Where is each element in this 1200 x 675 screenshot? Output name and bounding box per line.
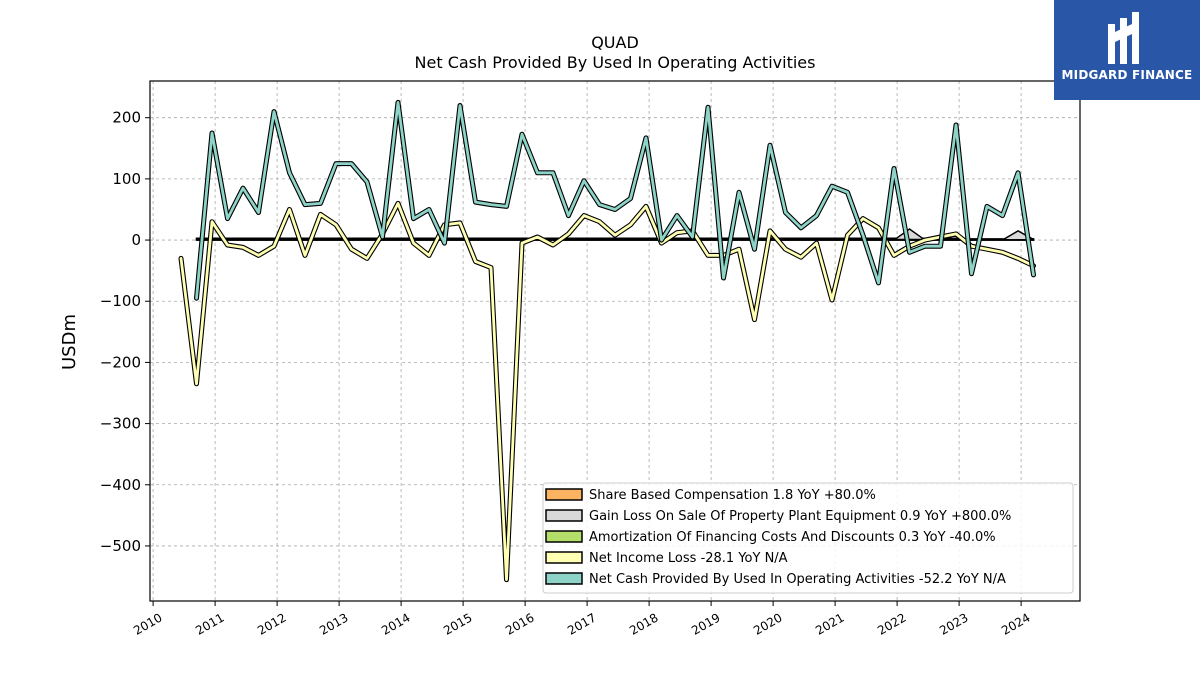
x-tick-label: 2017: [565, 610, 598, 637]
y-tick-label: 0: [131, 231, 141, 249]
y-tick-label: 200: [112, 109, 141, 127]
plot-frame: [149, 80, 1081, 602]
logo-text: MIDGARD FINANCE: [1061, 68, 1193, 82]
legend-swatch: [545, 530, 583, 543]
y-tick-label: −300: [100, 415, 141, 433]
x-axis-ticks: 2010 2011 2012 2013 2014 2015 2016 2017 2018 2019…: [131, 601, 1033, 638]
y-tick-label: 100: [112, 170, 141, 188]
x-tick-label: 2014: [379, 610, 412, 637]
y-tick-label: −500: [100, 537, 141, 555]
x-tick-label: 2018: [627, 610, 660, 637]
legend-box: [542, 482, 1074, 594]
series-line: [179, 201, 1035, 581]
series-lines: [178, 99, 1036, 583]
x-tick-label: 2010: [131, 610, 164, 637]
y-tick-label: −400: [100, 476, 141, 494]
x-tick-label: 2023: [937, 610, 970, 637]
legend-label: Gain Loss On Sale Of Property Plant Equi…: [589, 509, 1011, 524]
legend-label: Amortization Of Financing Costs And Disc…: [589, 530, 996, 545]
x-tick-label: 2016: [503, 610, 536, 637]
y-axis-label: USDm: [59, 314, 80, 370]
y-axis-ticks: 200 100 0 −100 −200 −300 −400 −500: [100, 109, 150, 555]
logo-mark-icon: [1108, 12, 1139, 64]
legend-swatch: [545, 509, 583, 522]
series-line: [195, 101, 1035, 300]
y-tick-label: −200: [100, 353, 141, 371]
legend-swatch: [545, 488, 583, 501]
x-tick-label: 2021: [813, 610, 846, 637]
chart-title: QUAD: [591, 33, 639, 52]
x-tick-label: 2022: [875, 610, 908, 637]
legend-swatch: [545, 551, 583, 564]
y-tick-label: −100: [100, 292, 141, 310]
x-tick-label: 2013: [317, 610, 350, 637]
x-tick-label: 2012: [255, 610, 288, 637]
x-tick-label: 2011: [193, 610, 226, 637]
legend-label: Net Cash Provided By Used In Operating A…: [589, 572, 1006, 587]
chart-subtitle: Net Cash Provided By Used In Operating A…: [415, 53, 816, 72]
x-tick-label: 2015: [441, 610, 474, 637]
legend-label: Share Based Compensation 1.8 YoY +80.0%: [589, 488, 876, 503]
legend-label: Net Income Loss -28.1 YoY N/A: [589, 551, 788, 566]
x-tick-label: 2019: [689, 610, 722, 637]
legend: Share Based Compensation 1.8 YoY +80.0% G…: [542, 482, 1074, 594]
legend-swatch: [545, 572, 583, 585]
x-tick-label: 2024: [999, 610, 1032, 637]
brand-logo: MIDGARD FINANCE: [1054, 0, 1200, 100]
x-tick-label: 2020: [751, 610, 784, 637]
